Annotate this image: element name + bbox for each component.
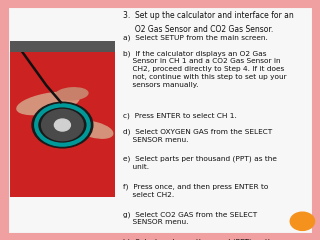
Circle shape bbox=[32, 102, 93, 148]
Text: e)  Select parts per thousand (PPT) as the
    unit.: e) Select parts per thousand (PPT) as th… bbox=[123, 156, 277, 170]
Text: h)  Select parts per thousand (PPT) as the
    unit.: h) Select parts per thousand (PPT) as th… bbox=[123, 239, 277, 240]
Text: O2 Gas Sensor and CO2 Gas Sensor.: O2 Gas Sensor and CO2 Gas Sensor. bbox=[123, 25, 274, 34]
Text: f)  Press once, and then press ENTER to
    select CH2.: f) Press once, and then press ENTER to s… bbox=[123, 184, 268, 198]
Ellipse shape bbox=[17, 92, 79, 115]
Bar bbox=[10, 41, 115, 52]
Text: g)  Select CO2 GAS from the SELECT
    SENSOR menu.: g) Select CO2 GAS from the SELECT SENSOR… bbox=[123, 211, 258, 225]
Ellipse shape bbox=[56, 88, 88, 100]
Text: 3.  Set up the calculator and interface for an: 3. Set up the calculator and interface f… bbox=[123, 11, 294, 20]
Circle shape bbox=[42, 109, 83, 141]
Text: d)  Select OXYGEN GAS from the SELECT
    SENSOR menu.: d) Select OXYGEN GAS from the SELECT SEN… bbox=[123, 128, 272, 143]
Text: b)  If the calculator displays an O2 Gas
    Sensor in CH 1 and a CO2 Gas Sensor: b) If the calculator displays an O2 Gas … bbox=[123, 50, 287, 88]
Ellipse shape bbox=[76, 121, 113, 138]
Text: a)  Select SETUP from the main screen.: a) Select SETUP from the main screen. bbox=[123, 34, 268, 41]
Circle shape bbox=[54, 119, 70, 131]
Text: c)  Press ENTER to select CH 1.: c) Press ENTER to select CH 1. bbox=[123, 112, 237, 119]
Circle shape bbox=[290, 212, 315, 230]
Bar bbox=[10, 41, 115, 197]
